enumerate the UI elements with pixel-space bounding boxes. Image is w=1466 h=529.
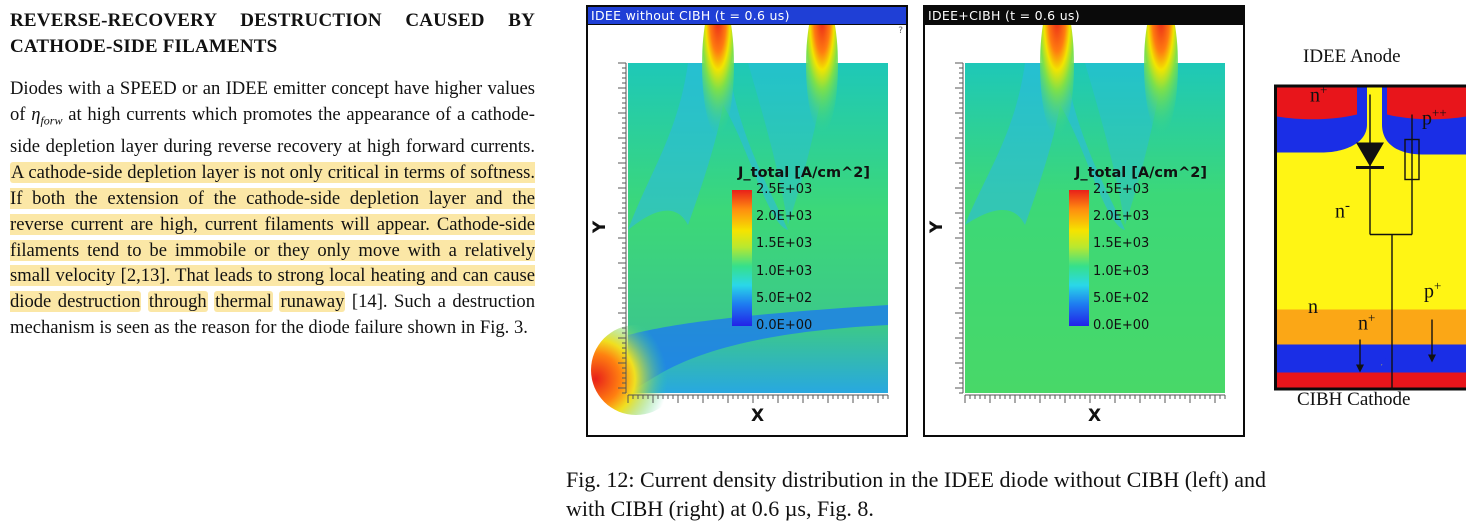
x-axis-label: X — [1088, 406, 1102, 426]
tick-marks — [955, 62, 1226, 403]
legend-level: 2.5E+03 — [756, 182, 813, 197]
legend-labels: 2.5E+03 2.0E+03 1.5E+03 1.0E+03 5.0E+02 … — [756, 182, 812, 345]
legend-level: 2.0E+03 — [1093, 209, 1150, 225]
y-axis-label: Y — [927, 220, 948, 234]
schematic-anode-label: IDEE Anode — [1303, 46, 1401, 67]
hot-spot — [591, 325, 681, 415]
current-density-plot-left — [591, 25, 889, 415]
legend-level: 0.0E+00 — [1093, 317, 1150, 333]
filament-arrows — [1359, 319, 1433, 367]
filament-2 — [1144, 25, 1178, 135]
legend-level: 1.0E+03 — [1093, 263, 1150, 279]
panel-right-title: IDEE+CIBH (t = 0.6 us) — [925, 7, 1243, 24]
filament-1 — [1040, 25, 1074, 137]
arrow-down-icon — [1356, 364, 1364, 373]
para-start: Diodes with a SPEED or an IDEE emitter c… — [10, 78, 535, 125]
tick-marks — [618, 62, 889, 403]
legend-title: J_total [A/cm^2] — [1075, 165, 1207, 181]
field-shade — [628, 63, 788, 230]
panel-right-body: Y X J_total [A/cm^2] 2.5E+03 2.0E+03 1.5… — [925, 25, 1243, 435]
panel-left-title: IDEE without CIBH (t = 0.6 us) — [588, 7, 906, 24]
highlight-4: runaway — [279, 291, 346, 313]
depletion-band — [628, 305, 888, 393]
n-region — [1277, 309, 1466, 350]
legend-level: 2.0E+03 — [756, 209, 813, 225]
n-plus-cathode-region — [1277, 372, 1466, 388]
diode-symbol-icon — [1356, 142, 1384, 167]
panel-left-body: ? — [588, 25, 906, 435]
label-n-plus-top: n+ — [1310, 82, 1328, 107]
legend-level: 1.0E+03 — [756, 263, 813, 279]
n-plus-anode-left — [1277, 87, 1357, 120]
label-n-minus: n- — [1335, 198, 1350, 223]
current-density-plot-right — [955, 25, 1226, 403]
legend-level: 1.5E+03 — [756, 236, 813, 252]
para-end: [14]. Such a destruction mechanism is se… — [10, 291, 535, 338]
field-shade-2 — [748, 63, 828, 225]
body-paragraph: Diodes with a SPEED or an IDEE emitter c… — [10, 76, 535, 341]
legend-colorbar — [1069, 190, 1089, 326]
field-shade-2 — [1085, 63, 1165, 225]
highlight-1: A cathode-side depletion layer is not on… — [10, 162, 535, 313]
schematic-cathode-label: CIBH Cathode — [1297, 389, 1411, 410]
label-n-plus-bottom: n+ — [1358, 310, 1376, 335]
legend-level: 2.5E+03 — [1093, 182, 1150, 197]
plot-tool-icon: ? — [898, 26, 903, 36]
highlight-3: thermal — [214, 291, 273, 313]
p-plus-cathode-left — [1277, 344, 1384, 373]
text-column: REVERSE-RECOVERY DESTRUCTION CAUSED BY C… — [10, 8, 535, 341]
label-p-plus: p+ — [1424, 278, 1442, 303]
label-p-plus-plus: p++ — [1422, 105, 1447, 130]
highlight-2: through — [147, 291, 208, 313]
legend-level: 0.0E+00 — [756, 317, 813, 333]
diode-schematic — [1274, 84, 1466, 391]
arrow-down-icon — [1428, 354, 1436, 363]
para-mid: at high currents which promotes the appe… — [10, 103, 535, 158]
sim-panel-left: IDEE without CIBH (t = 0.6 us) ? — [586, 5, 908, 437]
n-plus-anode-right — [1387, 87, 1466, 120]
legend-level: 1.5E+03 — [1093, 236, 1150, 252]
legend-level: 5.0E+02 — [1093, 290, 1150, 306]
filament-2 — [806, 25, 838, 133]
field-shade — [965, 63, 1125, 230]
p-plus-cathode-right — [1380, 344, 1466, 373]
plot-background — [965, 63, 1225, 393]
section-heading: REVERSE-RECOVERY DESTRUCTION CAUSED BY C… — [10, 10, 535, 57]
legend-title: J_total [A/cm^2] — [738, 165, 870, 181]
legend-labels: 2.5E+03 2.0E+03 1.5E+03 1.0E+03 5.0E+02 … — [1093, 182, 1149, 345]
legend-level: 5.0E+02 — [756, 290, 813, 306]
legend-colorbar — [732, 190, 752, 326]
x-axis-label: X — [751, 406, 765, 426]
y-axis-label: Y — [590, 220, 611, 234]
eta-forw-symbol: ηforw — [31, 103, 63, 128]
label-n: n — [1308, 296, 1318, 318]
sim-panel-right: IDEE+CIBH (t = 0.6 us) Y X — [923, 5, 1245, 437]
figure-caption: Fig. 12: Current density distribution in… — [566, 467, 1266, 521]
filament-1 — [702, 25, 734, 135]
